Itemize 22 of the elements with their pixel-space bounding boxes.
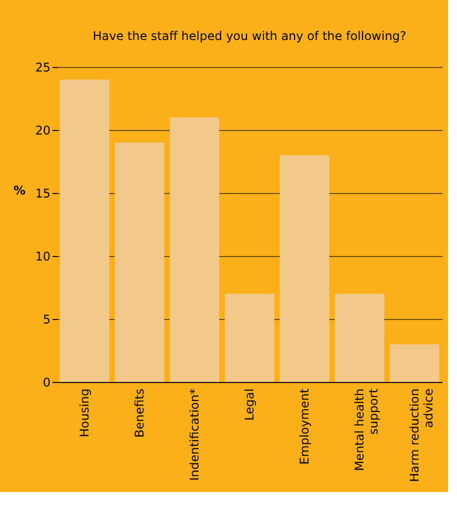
bar [114,142,164,382]
x-tick-label: Legal [242,388,256,421]
chart-title: Have the staff helped you with any of the following? [92,29,406,43]
bar [334,294,384,382]
y-tick-label: 10 [35,250,50,264]
y-tick-label: 20 [35,124,50,138]
x-tick-label: Mental health support [352,388,380,472]
bar [170,117,220,382]
x-tick-label: Benefits [132,388,146,438]
y-tick-label: 0 [42,376,50,390]
y-axis-title: % [13,184,26,198]
y-tick-label: 25 [35,60,50,74]
bar [60,80,110,382]
x-tick-label: Housing [78,388,92,438]
bar [280,155,330,382]
bar [390,344,440,382]
bar [224,294,274,382]
x-tick-label: Indentification* [188,388,202,481]
y-tick-label: 5 [42,312,50,326]
x-tick-label: Harm reduction advice [408,388,436,482]
y-tick-label: 15 [35,186,50,200]
x-tick-label: Employment [298,388,312,465]
